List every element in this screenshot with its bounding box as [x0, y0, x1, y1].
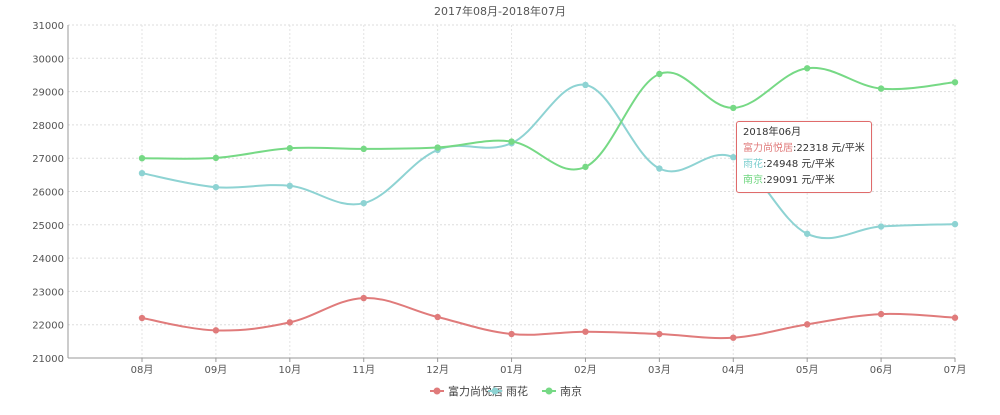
- x-tick-label: 12月: [426, 364, 449, 376]
- data-point[interactable]: [138, 314, 146, 322]
- legend-label[interactable]: 南京: [560, 384, 582, 398]
- legend-marker: [433, 387, 441, 395]
- x-tick-label: 01月: [500, 364, 523, 376]
- legend-marker: [491, 387, 499, 395]
- x-tick-label: 08月: [131, 364, 154, 376]
- tooltip-value: 29091: [766, 175, 799, 186]
- tooltip-series-name: 南京: [743, 175, 763, 186]
- data-point[interactable]: [877, 85, 885, 92]
- data-point[interactable]: [730, 154, 737, 161]
- tooltip-value: 24948: [766, 159, 799, 170]
- y-tick-label: 24000: [32, 254, 64, 265]
- data-point[interactable]: [286, 319, 294, 326]
- data-point[interactable]: [803, 230, 811, 237]
- data-point[interactable]: [951, 314, 959, 321]
- tooltip-row: 富力尚悦居:22318 元/平米: [743, 143, 865, 154]
- legend-marker: [545, 387, 553, 395]
- data-point[interactable]: [138, 169, 146, 177]
- data-point[interactable]: [730, 104, 737, 112]
- data-point[interactable]: [212, 327, 220, 334]
- x-tick-label: 11月: [352, 364, 375, 376]
- data-point[interactable]: [360, 294, 367, 302]
- y-tick-label: 21000: [32, 354, 64, 365]
- y-tick-label: 29000: [32, 88, 64, 99]
- y-tick-label: 22000: [32, 321, 64, 332]
- tooltip-row: 南京:29091 元/平米: [743, 175, 835, 186]
- y-tick-label: 26000: [32, 188, 64, 199]
- data-point[interactable]: [803, 321, 811, 328]
- data-point[interactable]: [951, 220, 959, 228]
- data-point[interactable]: [286, 182, 294, 190]
- tooltip-title: 2018年06月: [743, 127, 802, 138]
- data-point[interactable]: [434, 313, 441, 321]
- data-point[interactable]: [360, 145, 367, 153]
- y-tick-label: 23000: [32, 287, 64, 298]
- y-tick-label: 31000: [32, 21, 64, 32]
- data-point[interactable]: [730, 334, 737, 341]
- legend-label[interactable]: 雨花: [506, 385, 528, 398]
- x-tick-label: 04月: [722, 364, 745, 376]
- data-point[interactable]: [212, 154, 220, 162]
- x-tick-label: 02月: [574, 364, 597, 376]
- data-point[interactable]: [212, 183, 220, 191]
- legend-label[interactable]: 富力尚悦居: [448, 384, 503, 398]
- tooltip-row: 雨花:24948 元/平米: [743, 159, 835, 170]
- data-point[interactable]: [656, 70, 663, 78]
- data-point[interactable]: [508, 138, 515, 145]
- data-point[interactable]: [582, 328, 589, 335]
- data-point[interactable]: [508, 330, 515, 338]
- x-tick-label: 05月: [796, 364, 819, 376]
- legend: 富力尚悦居 雨花 南京: [430, 384, 582, 398]
- x-tick-label: 06月: [870, 364, 893, 376]
- y-tick-label: 30000: [32, 54, 64, 65]
- tooltip-series-name: 富力尚悦居: [743, 143, 793, 154]
- grid: [68, 24, 956, 358]
- y-tick-label: 27000: [32, 154, 64, 165]
- series-line: [141, 297, 956, 340]
- data-point[interactable]: [582, 163, 589, 171]
- x-tick-label: 09月: [205, 364, 228, 376]
- data-point[interactable]: [877, 223, 885, 230]
- x-tick-label: 03月: [648, 364, 671, 376]
- x-tick-label: 07月: [944, 364, 967, 376]
- data-point[interactable]: [656, 330, 663, 338]
- chart-title: 2017年08月-2018年07月: [434, 4, 566, 18]
- series-lines: [138, 65, 959, 341]
- data-point[interactable]: [138, 155, 146, 162]
- tooltip-unit: 元/平米: [828, 143, 865, 154]
- axes: 21000 22000 23000 24000 25000 26000 27000 28000…: [32, 21, 966, 376]
- tooltip: 2018年06月 富力尚悦居:22318 元/平米 雨花:24948 元/平米 …: [736, 121, 872, 193]
- tooltip-series-name: 雨花: [743, 159, 763, 170]
- data-point[interactable]: [877, 310, 885, 318]
- data-point[interactable]: [434, 144, 441, 151]
- data-point[interactable]: [582, 81, 589, 89]
- data-point[interactable]: [656, 165, 663, 172]
- data-point[interactable]: [803, 65, 811, 72]
- y-tick-label: 25000: [32, 221, 64, 232]
- y-tick-label: 28000: [32, 121, 64, 132]
- data-point[interactable]: [360, 199, 367, 207]
- data-point[interactable]: [286, 145, 294, 152]
- tooltip-unit: 元/平米: [798, 175, 835, 186]
- data-point[interactable]: [951, 79, 959, 86]
- tooltip-unit: 元/平米: [798, 159, 835, 170]
- tooltip-value: 22318: [796, 143, 829, 154]
- x-tick-label: 10月: [278, 364, 301, 376]
